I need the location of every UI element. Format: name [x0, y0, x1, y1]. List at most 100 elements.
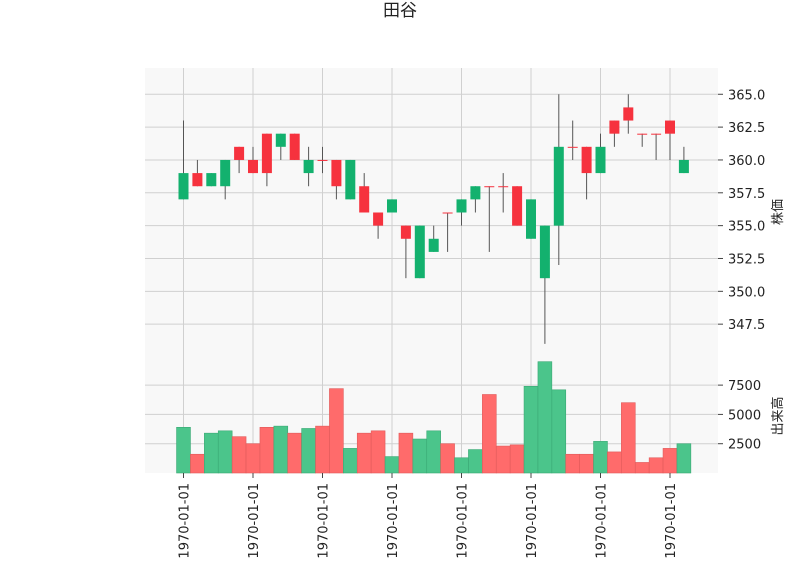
volume-bar	[426, 430, 441, 474]
candle-body	[609, 120, 620, 134]
x-tick-label: 1970-01-01	[664, 483, 679, 559]
volume-bar	[593, 441, 608, 474]
x-tick-label: 1970-01-01	[525, 483, 540, 559]
candle-body	[317, 159, 328, 161]
candle-body	[526, 199, 536, 239]
candle-body	[261, 133, 272, 174]
volume-bar	[315, 425, 330, 474]
x-tick-label: 1970-01-01	[178, 483, 193, 559]
candle-body	[359, 186, 370, 213]
price-tick-label: 365.0	[728, 88, 765, 103]
volume-bar	[662, 448, 678, 474]
candle-body	[553, 146, 564, 226]
candle-body	[498, 186, 509, 188]
candle-body	[581, 146, 592, 174]
volume-bar	[621, 402, 636, 474]
volume-tick-label: 2500	[728, 438, 761, 453]
candle-body	[637, 133, 648, 135]
volume-bar	[176, 427, 191, 474]
price-tick-label: 352.5	[728, 252, 765, 267]
candle-body	[442, 212, 453, 214]
candle-body	[275, 133, 286, 147]
volume-bar	[204, 432, 219, 474]
price-tick-label: 357.5	[728, 187, 765, 202]
price-panel: 365.0 362.5 360.0 357.5 355.0 352.5 350.0 347.5	[145, 68, 765, 357]
candle-body	[345, 159, 356, 200]
candle-body	[400, 225, 411, 239]
volume-bar	[259, 427, 275, 474]
volume-bar	[551, 389, 567, 474]
candle-body	[595, 146, 606, 174]
price-tick-label: 355.0	[728, 220, 765, 235]
volume-bar	[676, 443, 692, 474]
volume-bar	[398, 432, 414, 474]
x-tick-label: 1970-01-01	[247, 483, 262, 559]
volume-bar	[370, 430, 386, 474]
price-tick-label: 350.0	[728, 285, 765, 300]
volume-bar	[634, 462, 650, 474]
volume-bar	[245, 443, 261, 474]
volume-bar	[329, 388, 344, 474]
volume-tick-label: 7500	[728, 379, 761, 394]
volume-bar	[454, 457, 469, 474]
candle-body	[678, 159, 689, 174]
candle-body	[373, 212, 384, 226]
candle-body	[456, 199, 467, 213]
candle-body	[651, 133, 662, 135]
candle-body	[428, 238, 439, 252]
price-axis-label: 株価	[771, 199, 786, 225]
x-tick-label: 1970-01-01	[386, 483, 401, 559]
volume-bar	[537, 361, 553, 474]
volume-bar	[412, 438, 428, 474]
volume-bar	[356, 432, 372, 474]
price-tick-label: 362.5	[728, 121, 765, 136]
candle-body	[567, 146, 578, 148]
volume-bar	[482, 394, 497, 474]
candle-body	[248, 159, 258, 174]
candle-body	[289, 133, 300, 160]
candle-body	[220, 159, 231, 187]
candle-body	[303, 159, 314, 174]
candle-body	[665, 120, 675, 134]
candle-body	[414, 225, 425, 279]
volume-panel: 7500 5000 2500	[145, 357, 761, 474]
volume-tick-label: 5000	[728, 408, 761, 423]
x-tick-label: 1970-01-01	[317, 483, 332, 559]
volume-bar	[384, 456, 400, 474]
volume-bar	[648, 457, 664, 474]
volume-bar	[509, 444, 525, 474]
candle-body	[484, 186, 495, 188]
volume-bar	[190, 453, 205, 474]
x-tick-label: 1970-01-01	[595, 483, 610, 559]
candle-body	[470, 186, 481, 200]
volume-bar	[217, 430, 233, 474]
volume-bar	[231, 436, 247, 474]
candle-body	[512, 186, 523, 226]
price-tick-label: 347.5	[728, 318, 765, 333]
price-plot-area	[145, 68, 718, 357]
candle-body	[192, 173, 203, 187]
candle-body	[387, 199, 397, 213]
volume-bar	[495, 445, 511, 474]
volume-bar	[579, 453, 594, 474]
volume-axis-label: 出来高	[770, 396, 786, 435]
x-tick-label: 1970-01-01	[456, 483, 471, 559]
candle-body	[539, 225, 550, 279]
volume-bar	[523, 385, 539, 474]
candle-body	[206, 173, 217, 187]
volume-bar	[468, 449, 483, 474]
volume-bar	[607, 451, 622, 474]
volume-bar	[343, 448, 358, 474]
candle-body	[178, 173, 189, 200]
volume-bar	[301, 428, 316, 474]
candle-body	[331, 159, 342, 187]
volume-bar	[273, 425, 289, 474]
volume-bar	[440, 443, 455, 474]
candle-body	[623, 107, 634, 121]
candle-body	[234, 146, 245, 160]
chart-title: 田谷	[383, 1, 417, 21]
price-tick-label: 360.0	[728, 154, 765, 169]
volume-bar	[287, 432, 302, 474]
volume-bar	[565, 453, 580, 474]
